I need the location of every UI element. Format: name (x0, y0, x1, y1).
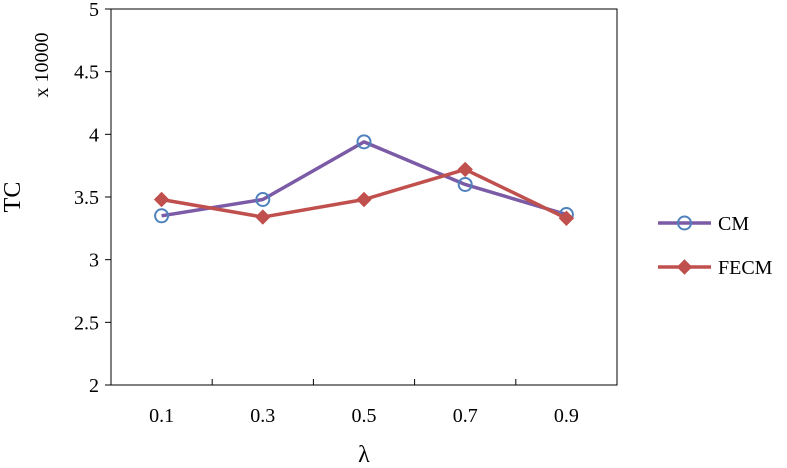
x-tick-label: 0.3 (250, 405, 275, 427)
y-tick-label: 5 (89, 0, 99, 21)
series-fecm (153, 161, 575, 227)
series-marker-circle (677, 215, 692, 231)
series-marker-circle (457, 176, 473, 192)
series-layer (153, 134, 575, 227)
y-tick-label: 4 (89, 124, 99, 146)
series-marker-circle (154, 208, 170, 224)
legend-item-fecm: FECM (658, 257, 773, 279)
legend-label: FECM (718, 257, 773, 279)
y-tick-label: 3 (89, 250, 99, 272)
y-axis-ticks: 2 2.5 3 3.5 4 4.5 5 (74, 0, 111, 397)
y-multiplier-label: x 10000 (31, 33, 53, 98)
series-marker-diamond (676, 259, 693, 275)
series-marker-diamond (457, 161, 473, 178)
series-line (161, 140, 567, 218)
series-marker-circle (356, 134, 372, 150)
legend-label: CM (718, 213, 749, 235)
legend-item-cm: CM (658, 213, 749, 235)
x-axis-ticks: 0.1 0.3 0.5 0.7 0.9 (149, 379, 579, 427)
series-marker-diamond (153, 191, 170, 208)
y-tick-label: 4.5 (74, 62, 99, 84)
y-axis-title: TC (0, 182, 26, 213)
series-marker-circle (255, 192, 271, 208)
legend: CM FECM (658, 213, 773, 279)
x-axis-title: λ (358, 442, 370, 468)
x-tick-label: 0.1 (149, 405, 174, 427)
x-tick-label: 0.7 (453, 405, 478, 427)
series-marker-diamond (255, 209, 271, 225)
x-tick-label: 0.5 (352, 405, 377, 427)
x-tick-label: 0.9 (554, 405, 579, 427)
y-tick-label: 3.5 (74, 187, 99, 209)
y-tick-label: 2.5 (74, 312, 99, 334)
series-marker-diamond (356, 191, 372, 208)
y-tick-label: 2 (89, 375, 99, 397)
series-marker-diamond (558, 210, 575, 227)
